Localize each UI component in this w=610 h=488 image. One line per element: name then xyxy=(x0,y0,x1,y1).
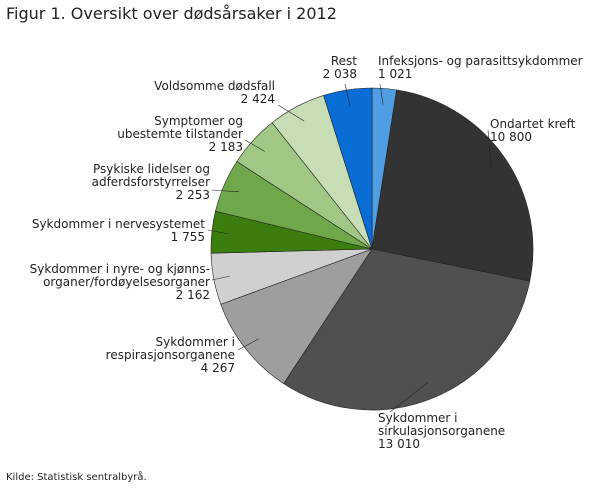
value-label: 1 021 xyxy=(378,67,413,81)
category-label: Symptomer og ubestemte tilstander xyxy=(117,114,243,141)
category-label: Rest xyxy=(330,54,357,68)
slice-label: Sykdommer i sirkulasjonsorganene 13 010 xyxy=(378,412,505,451)
leader-line xyxy=(487,129,492,167)
leader-line xyxy=(237,338,259,351)
category-label: Sykdommer i respirasjonsorganene xyxy=(105,335,235,362)
value-label: 2 183 xyxy=(208,140,243,154)
chart-title: Figur 1. Oversikt over dødsårsaker i 201… xyxy=(6,4,337,23)
category-label: Psykiske lidelser og adferdsforstyrrelse… xyxy=(91,162,210,189)
leader-line xyxy=(277,104,305,122)
leader-line xyxy=(244,139,265,152)
value-label: 13 010 xyxy=(378,437,420,451)
slice-label: Rest 2 038 xyxy=(323,55,357,81)
value-label: 2 424 xyxy=(240,92,275,106)
slice-label: Psykiske lidelser og adferdsforstyrrelse… xyxy=(92,163,210,202)
leader-line xyxy=(379,83,384,105)
value-label: 2 253 xyxy=(175,188,210,202)
category-label: Sykdommer i nyre- og kjønns- organer/for… xyxy=(29,262,210,289)
source: Kilde: Statistisk sentralbyrå. xyxy=(6,472,147,483)
value-label: 2 162 xyxy=(175,288,210,302)
slice-label: Symptomer og ubestemte tilstander 2 183 xyxy=(117,115,243,154)
pie-slice xyxy=(220,248,373,385)
leader-line xyxy=(211,189,239,193)
slice-label: Sykdommer i nyre- og kjønns- organer/for… xyxy=(30,263,210,302)
category-label: Ondartet kreft xyxy=(490,117,576,131)
pie-slice xyxy=(371,89,534,282)
value-label: 10 800 xyxy=(490,130,532,144)
leader-line xyxy=(389,382,428,413)
category-label: Voldsomme dødsfall xyxy=(154,79,275,93)
pie-slice xyxy=(323,87,373,250)
category-label: Sykdommer i nervesystemet xyxy=(31,217,205,231)
pie-slice xyxy=(283,248,531,411)
slice-label: Sykdommer i nervesystemet 1 755 xyxy=(32,218,205,244)
leader-line xyxy=(211,275,230,281)
value-label: 4 267 xyxy=(200,361,235,375)
value-label: 2 038 xyxy=(322,67,357,81)
leader-line xyxy=(207,229,228,235)
slice-label: Ondartet kreft 10 800 xyxy=(490,118,575,144)
leader-line xyxy=(344,83,351,106)
category-label: Sykdommer i sirkulasjonsorganene xyxy=(378,411,506,438)
value-label: 1 755 xyxy=(170,230,205,244)
slice-label: Infeksjons- og parasittsykdommer 1 021 xyxy=(378,55,583,81)
category-label: Infeksjons- og parasittsykdommer xyxy=(378,54,583,68)
slice-label: Sykdommer i respirasjonsorganene 4 267 xyxy=(106,336,235,375)
slice-label: Voldsomme dødsfall 2 424 xyxy=(154,80,275,106)
